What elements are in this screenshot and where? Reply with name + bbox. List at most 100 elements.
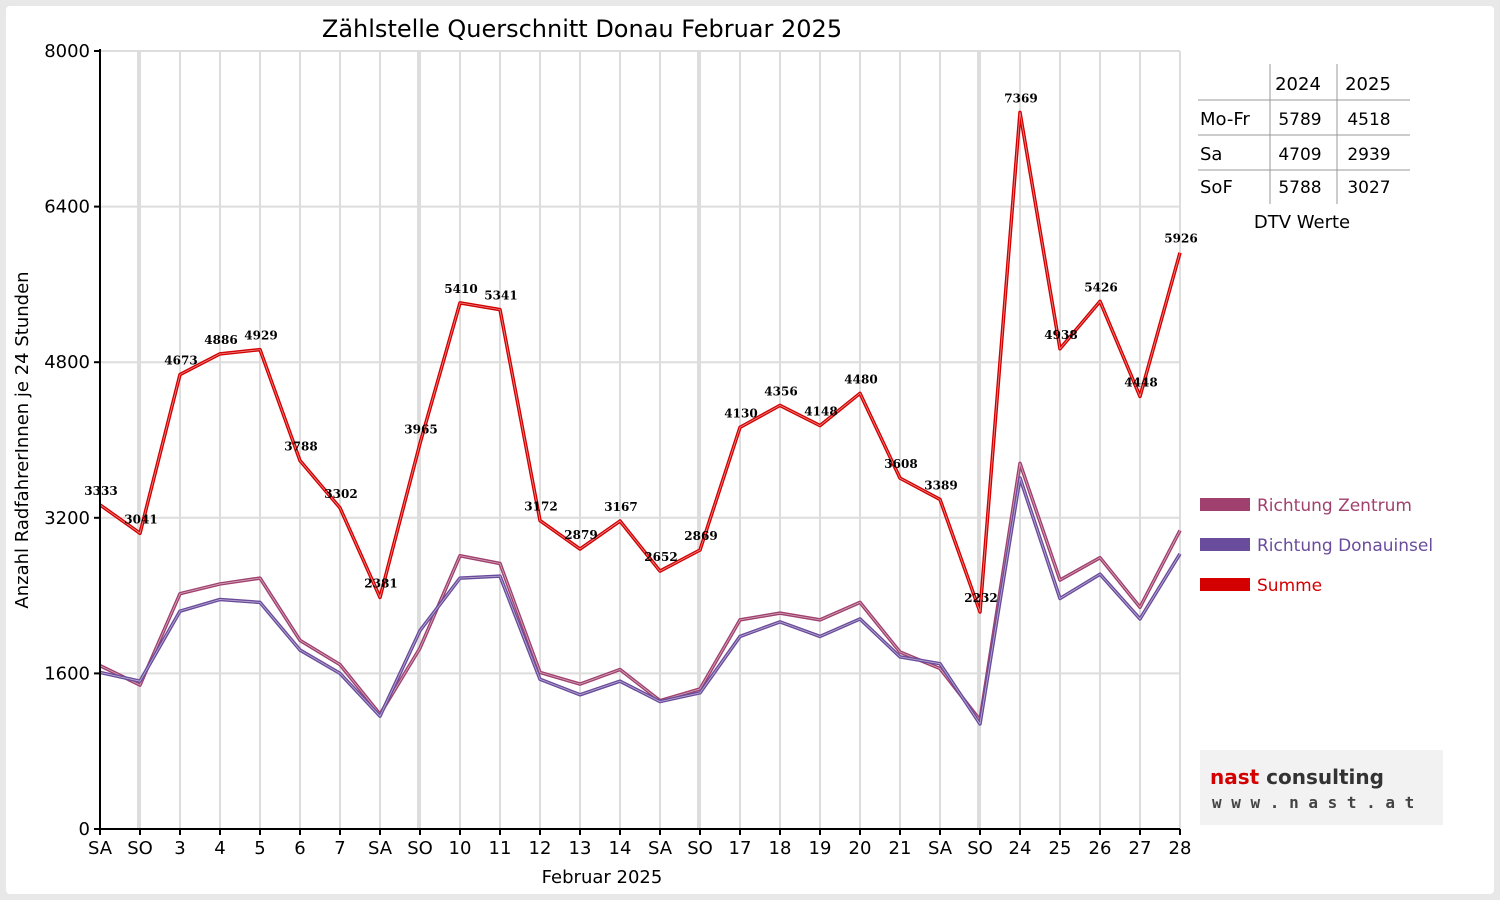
data-label: 2879 — [564, 528, 597, 542]
data-label: 4130 — [724, 406, 757, 420]
x-tick-label: 17 — [729, 838, 752, 859]
x-tick-label: 13 — [569, 838, 592, 859]
chart-frame — [6, 6, 1494, 894]
data-label: 4938 — [1044, 328, 1077, 342]
x-tick-label: SO — [127, 838, 153, 859]
x-tick-label: 6 — [294, 838, 305, 859]
x-tick-label: 28 — [1169, 838, 1192, 859]
y-tick-label: 4800 — [44, 352, 90, 373]
x-tick-label: SO — [967, 838, 993, 859]
y-tick-label: 6400 — [44, 197, 90, 218]
legend-swatch — [1200, 578, 1250, 591]
data-label: 4356 — [764, 384, 797, 398]
x-tick-label: SO — [407, 838, 433, 859]
series-line-highlight — [99, 462, 1181, 721]
x-tick-label: 11 — [489, 838, 512, 859]
x-tick-label: 14 — [609, 838, 632, 859]
x-tick-label: 26 — [1089, 838, 1112, 859]
x-tick-label: SA — [928, 838, 953, 859]
weekend-grid-lines — [137, 51, 979, 829]
series-line-highlight — [99, 111, 1181, 613]
x-tick-labels: SA SO 3 4 5 6 7 SA SO 10 11 12 13 14 SA SO 17 18 19 20 21 SA S… — [88, 838, 1191, 859]
data-label: 4448 — [1124, 375, 1157, 389]
axes — [94, 49, 1181, 835]
y-axis-label: Anzahl RadfahrerInnen je 24 Stunden — [12, 271, 33, 608]
legend: Richtung Zentrum Richtung Donauinsel Summe — [1200, 496, 1433, 596]
data-label: 7369 — [1004, 91, 1037, 105]
x-tick-label: 10 — [449, 838, 472, 859]
data-label: 5926 — [1164, 232, 1197, 246]
grid-lines — [100, 50, 1181, 829]
x-tick-label: 24 — [1009, 838, 1032, 859]
data-label: 4480 — [844, 372, 877, 386]
x-tick-label: 25 — [1049, 838, 1072, 859]
data-label: 2232 — [964, 591, 997, 605]
y-tick-label: 0 — [79, 819, 90, 840]
y-tick-label: 8000 — [44, 41, 90, 62]
table-cell: 5789 — [1278, 110, 1321, 130]
x-tick-label: SA — [368, 838, 393, 859]
table-caption: DTV Werte — [1254, 212, 1350, 233]
data-label: 3389 — [924, 478, 957, 492]
data-label: 2869 — [684, 529, 717, 543]
x-tick-label: 12 — [529, 838, 552, 859]
data-label: 2381 — [364, 576, 397, 590]
x-tick-label: 5 — [254, 838, 265, 859]
legend-label: Summe — [1257, 576, 1322, 596]
x-tick-label: 18 — [769, 838, 792, 859]
x-tick-label: 20 — [849, 838, 872, 859]
table-cell: 4518 — [1347, 110, 1390, 130]
data-label: 3167 — [604, 500, 637, 514]
x-tick-label: SO — [687, 838, 713, 859]
legend-swatch — [1200, 498, 1250, 511]
y-tick-label: 1600 — [44, 663, 90, 684]
table-row-label: Sa — [1200, 144, 1222, 165]
x-tick-label: 21 — [889, 838, 912, 859]
x-tick-label: 19 — [809, 838, 832, 859]
legend-swatch — [1200, 538, 1250, 551]
x-tick-label: 27 — [1129, 838, 1152, 859]
x-tick-label: SA — [88, 838, 113, 859]
x-tick-label: SA — [648, 838, 673, 859]
data-label: 3041 — [124, 512, 157, 526]
table-row-label: SoF — [1200, 177, 1233, 198]
dtv-table: 2024 2025 Mo-Fr 5789 4518 Sa 4709 2939 S… — [1198, 64, 1410, 233]
series-line-highlight — [99, 477, 1181, 725]
data-label: 5410 — [444, 282, 477, 296]
data-label: 4929 — [244, 329, 277, 343]
logo-text-nast: nast — [1210, 765, 1260, 789]
table-row-label: Mo-Fr — [1200, 109, 1250, 130]
data-label: 3965 — [404, 422, 437, 436]
x-tick-label: 7 — [334, 838, 345, 859]
logo-wordmark: nast consulting — [1210, 765, 1384, 789]
data-label: 3302 — [324, 487, 357, 501]
data-label: 4673 — [164, 354, 197, 368]
table-header-2024: 2024 — [1275, 74, 1321, 95]
x-axis-label: Februar 2025 — [542, 867, 663, 888]
legend-label: Richtung Donauinsel — [1257, 536, 1433, 556]
data-label: 3608 — [884, 457, 917, 471]
table-cell: 2939 — [1347, 145, 1390, 165]
x-tick-label: 4 — [214, 838, 225, 859]
data-label: 5341 — [484, 289, 517, 303]
y-tick-labels: 0 1600 3200 4800 6400 8000 — [44, 41, 90, 840]
data-label: 4886 — [204, 333, 237, 347]
chart-title: Zählstelle Querschnitt Donau Februar 202… — [322, 15, 842, 43]
data-labels: 3333304146734886492937883302238139655410… — [84, 91, 1197, 605]
data-label: 3172 — [524, 500, 557, 514]
table-header-2025: 2025 — [1345, 74, 1391, 95]
data-label: 5426 — [1084, 280, 1117, 294]
x-tick-label: 3 — [174, 838, 185, 859]
table-cell: 5788 — [1278, 178, 1321, 198]
data-label: 4148 — [804, 405, 837, 419]
table-cell: 3027 — [1347, 178, 1390, 198]
y-tick-label: 3200 — [44, 508, 90, 529]
logo-background — [1200, 750, 1443, 825]
series-lines — [98, 110, 1182, 726]
logo-text-consulting: consulting — [1259, 765, 1384, 789]
table-cell: 4709 — [1278, 145, 1321, 165]
logo-url: w w w . n a s t . a t — [1212, 793, 1414, 812]
data-label: 2652 — [644, 550, 677, 564]
nast-consulting-logo: nast consulting w w w . n a s t . a t — [1200, 750, 1443, 825]
